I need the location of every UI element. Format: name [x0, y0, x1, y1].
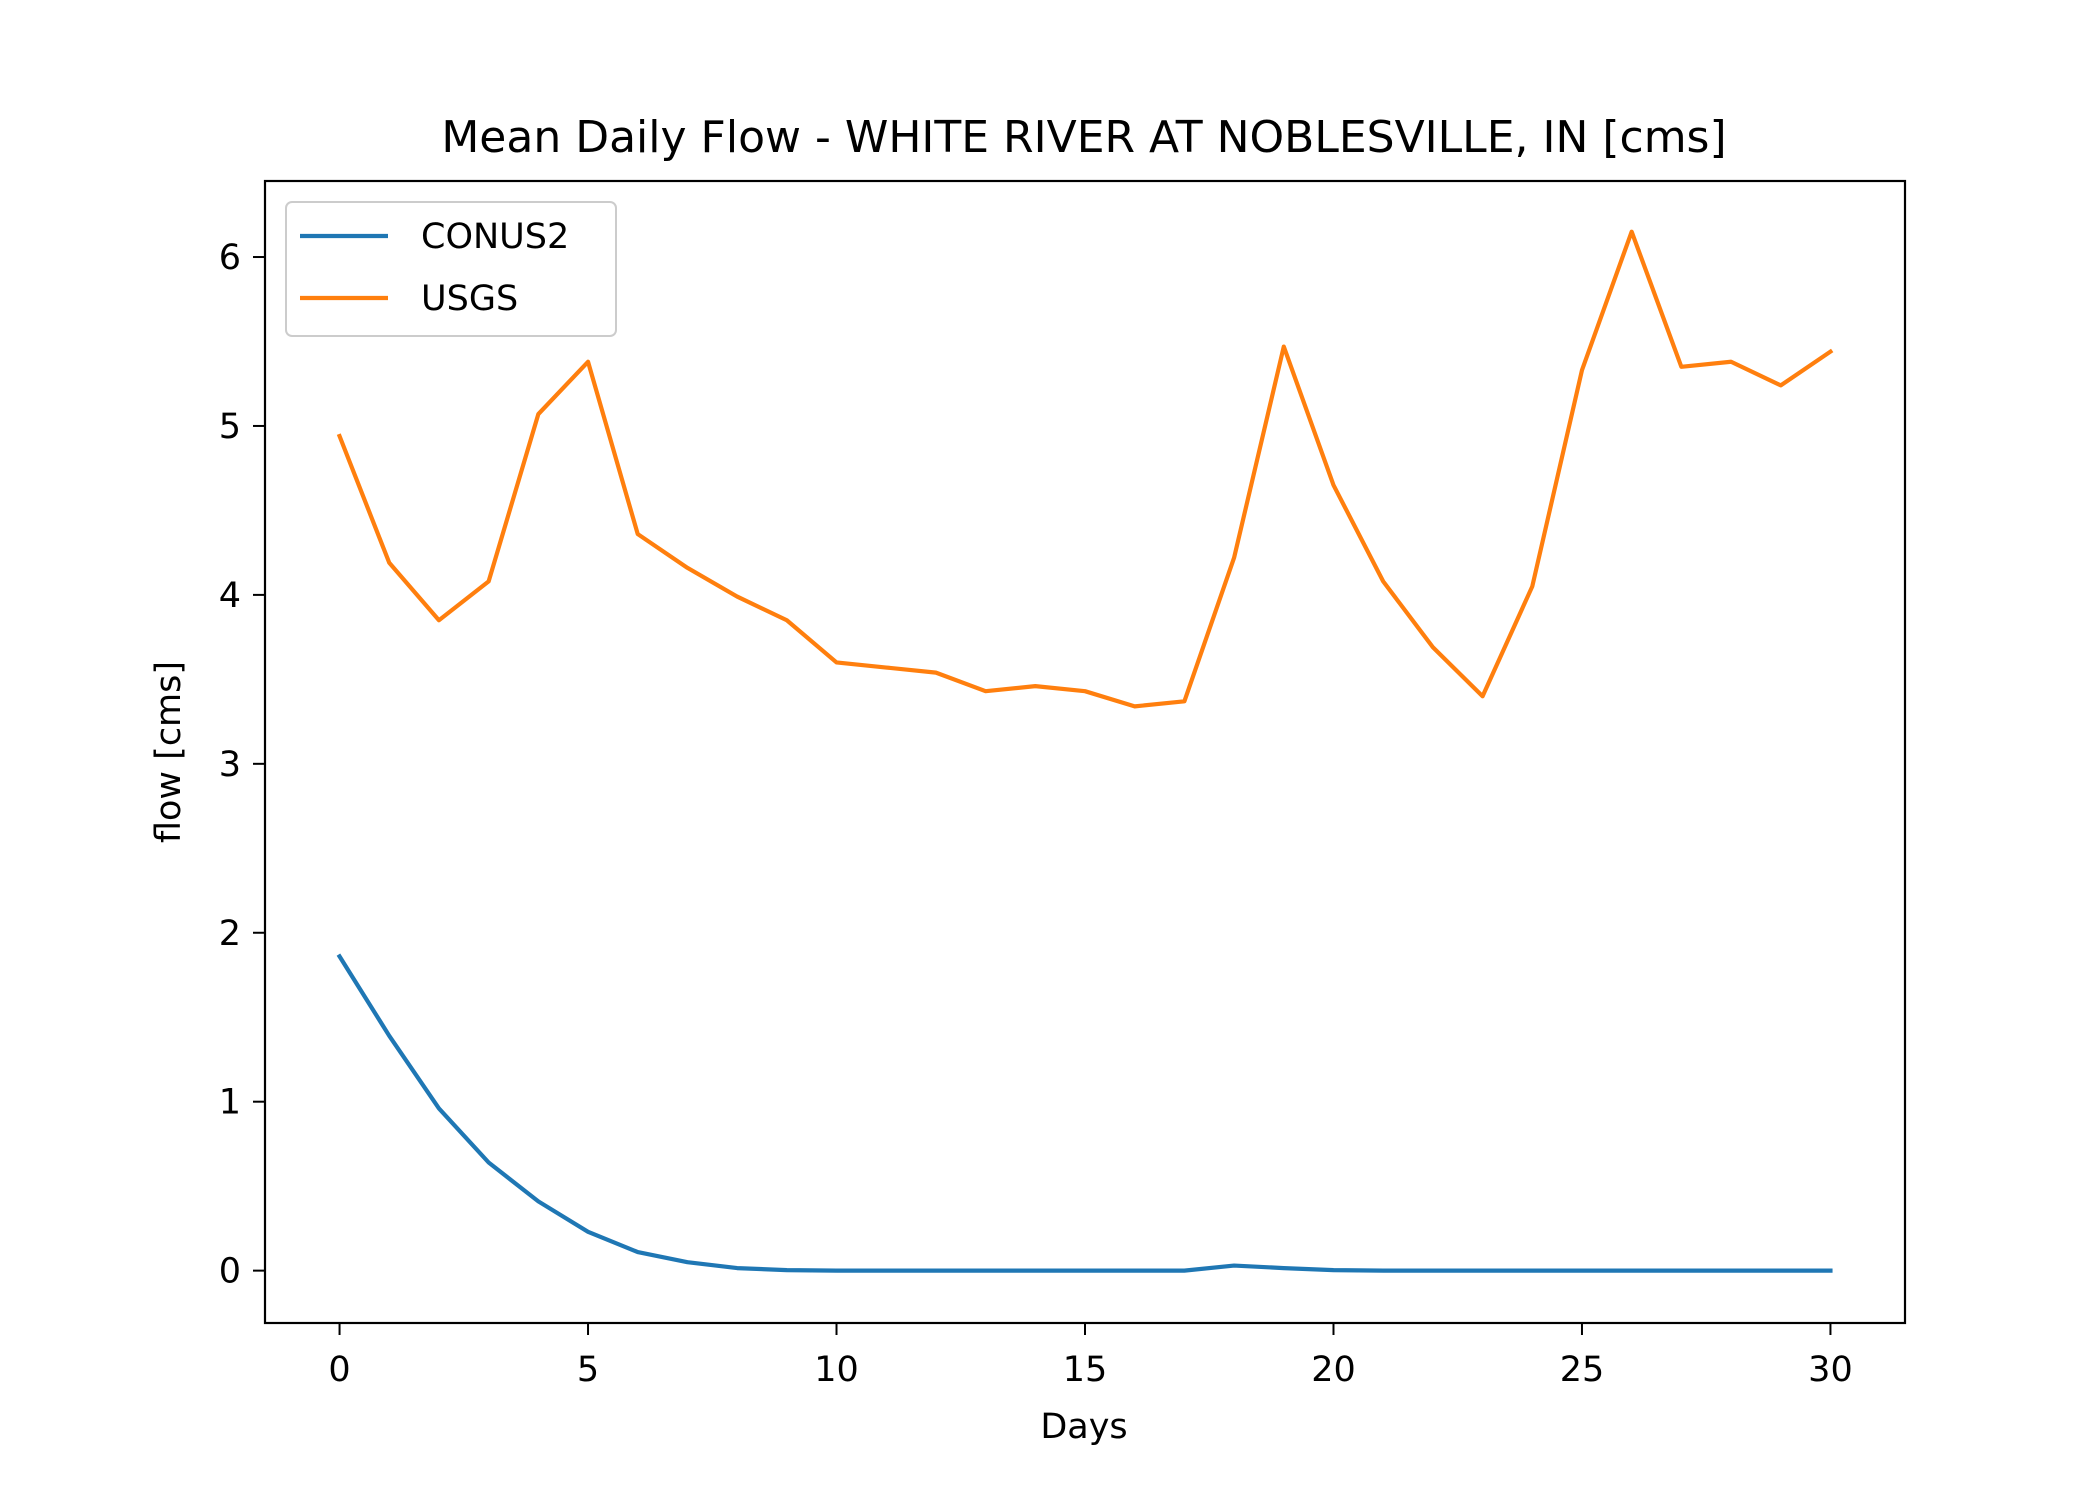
y-tick-label: 2 [219, 914, 241, 954]
y-tick-label: 6 [219, 238, 241, 278]
y-tick-label: 0 [219, 1252, 241, 1292]
x-axis-ticks: 0 5 10 15 20 25 30 [328, 1323, 1853, 1390]
legend: CONUS2 USGS [285, 201, 617, 337]
x-tick-label: 10 [814, 1350, 859, 1390]
x-tick-label: 0 [328, 1350, 350, 1390]
y-axis-ticks: 0 1 2 3 4 5 6 [219, 238, 265, 1292]
x-tick-label: 25 [1560, 1350, 1605, 1390]
series-line-usgs [336, 229, 1834, 709]
x-tick-label: 30 [1808, 1350, 1853, 1390]
x-axis-label: Days [1040, 1407, 1127, 1447]
legend-label-conus2: CONUS2 [421, 217, 569, 257]
x-tick-label: 15 [1063, 1350, 1108, 1390]
y-tick-label: 1 [219, 1083, 241, 1123]
series-layer [336, 229, 1834, 1273]
x-tick-label: 20 [1311, 1350, 1356, 1390]
y-axis-label: flow [cms] [149, 661, 189, 843]
legend-label-usgs: USGS [421, 279, 518, 319]
y-tick-label: 5 [219, 407, 241, 447]
series-line-conus2 [336, 953, 1833, 1273]
x-tick-label: 5 [577, 1350, 599, 1390]
chart-title: Mean Daily Flow - WHITE RIVER AT NOBLESV… [441, 112, 1726, 163]
y-tick-label: 3 [219, 745, 241, 785]
y-tick-label: 4 [219, 576, 241, 616]
